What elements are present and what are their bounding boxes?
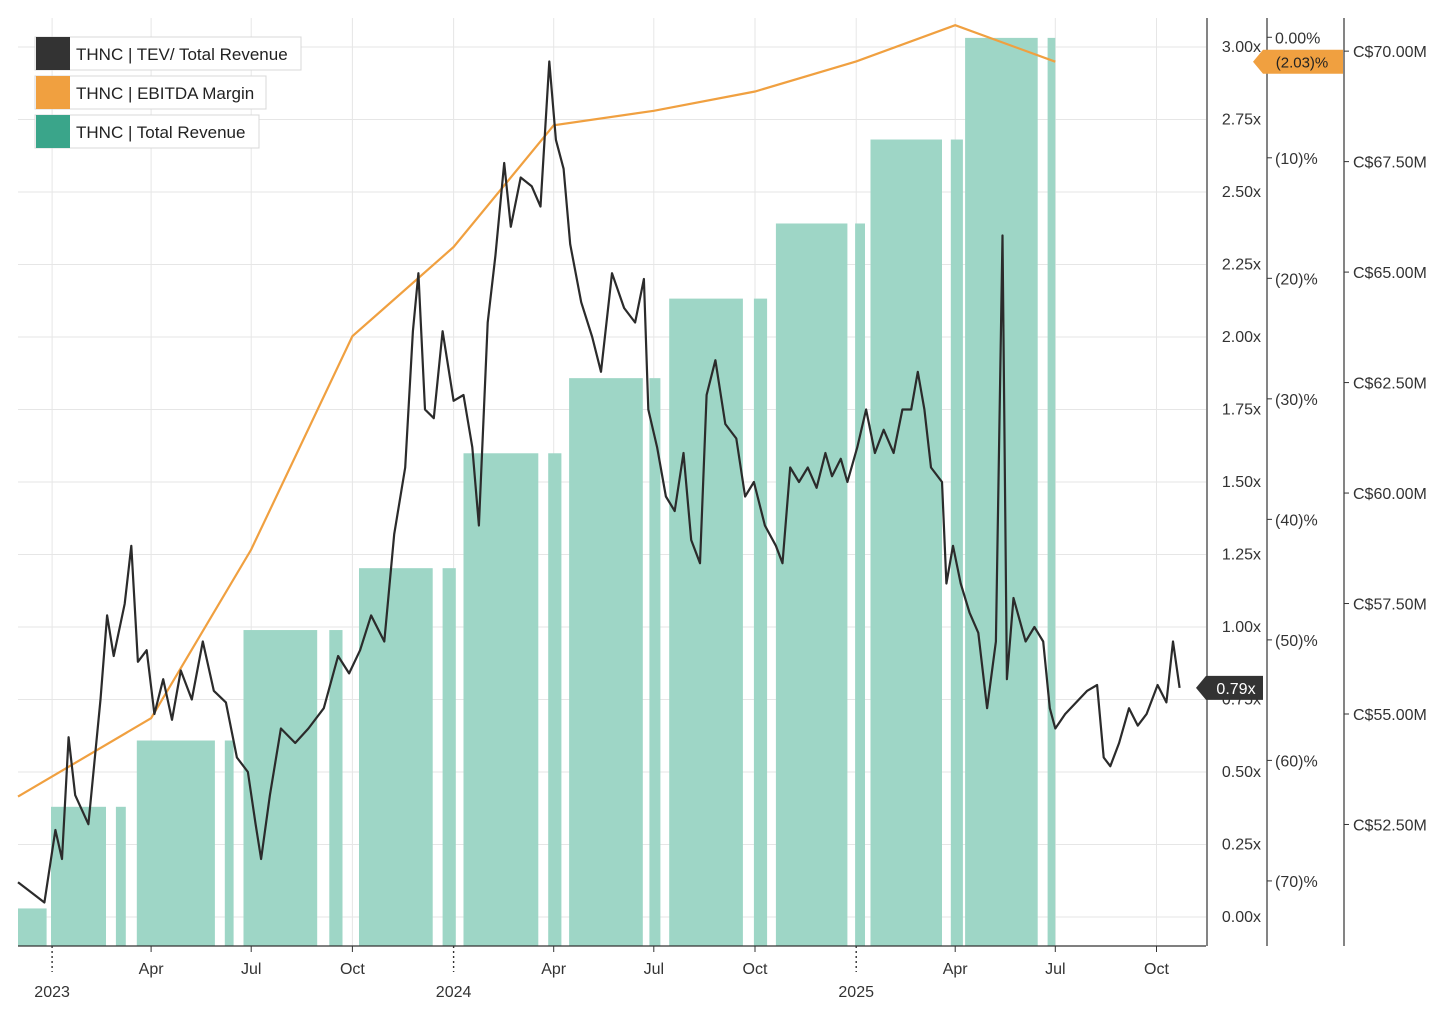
x-tick-label: Oct <box>340 961 365 978</box>
tev-tick-label: 0.50x <box>1222 764 1261 781</box>
x-tick-label: Apr <box>943 961 969 978</box>
legend-label: THNC | EBITDA Margin <box>76 84 254 103</box>
ebitda-last-value: (2.03)% <box>1276 55 1329 72</box>
legend-swatch <box>36 115 70 148</box>
tev-tick-label: 2.50x <box>1222 184 1261 201</box>
x-tick-label: Jul <box>241 961 261 978</box>
tev-tick-label: 1.00x <box>1222 619 1261 636</box>
revenue-tick-label: C$55.00M <box>1353 707 1427 724</box>
x-tick-label: Jul <box>1045 961 1065 978</box>
revenue-tick-label: C$60.00M <box>1353 486 1427 503</box>
revenue-tick-label: C$57.50M <box>1353 597 1427 614</box>
x-tick-label: Oct <box>1144 961 1169 978</box>
revenue-bar <box>463 453 539 946</box>
axes: 0.00x0.25x0.50x0.75x1.00x1.25x1.50x1.75x… <box>1206 18 1427 946</box>
revenue-bar <box>1047 37 1056 946</box>
x-year-label: 2024 <box>436 984 472 1001</box>
legend-item[interactable]: THNC | EBITDA Margin <box>34 75 267 110</box>
legend-item[interactable]: THNC | TEV/ Total Revenue <box>34 36 302 71</box>
tev-tick-label: 2.25x <box>1222 257 1261 274</box>
revenue-bar <box>548 453 562 946</box>
margin-tick-label: (30)% <box>1275 392 1318 409</box>
tev-tick-label: 1.50x <box>1222 474 1261 491</box>
ebitda-last-value-badge <box>1253 49 1343 74</box>
revenue-bar <box>649 378 661 947</box>
revenue-bar <box>136 740 215 946</box>
margin-tick-label: (50)% <box>1275 633 1318 650</box>
revenue-tick-label: C$70.00M <box>1353 44 1427 61</box>
legend: THNC | TEV/ Total Revenue THNC | EBITDA M… <box>34 36 302 149</box>
legend-swatch <box>36 37 70 70</box>
legend-box <box>34 75 267 110</box>
revenue-bar <box>569 378 643 947</box>
revenue-bar <box>753 298 768 947</box>
revenue-tick-label: C$65.00M <box>1353 265 1427 282</box>
x-tick-label: Apr <box>541 961 567 978</box>
margin-tick-label: (10)% <box>1275 151 1318 168</box>
tev-tick-label: 0.25x <box>1222 837 1261 854</box>
revenue-tick-label: C$67.50M <box>1353 155 1427 172</box>
legend-item[interactable]: THNC | Total Revenue <box>34 114 260 149</box>
legend-box <box>34 114 260 149</box>
revenue-bar <box>855 223 865 946</box>
revenue-bar <box>18 908 47 946</box>
revenue-bar <box>51 806 106 946</box>
revenue-bar <box>965 37 1038 946</box>
tev-tick-label: 2.00x <box>1222 329 1261 346</box>
tev-last-value-badge <box>1196 675 1263 700</box>
last-value-badges: 0.79x (2.03)% <box>1196 49 1343 700</box>
x-tick-label: Apr <box>139 961 165 978</box>
tev-tick-label: 0.00x <box>1222 909 1261 926</box>
margin-tick-label: (60)% <box>1275 753 1318 770</box>
revenue-bar <box>115 806 126 946</box>
revenue-bar <box>359 568 433 946</box>
revenue-tick-label: C$52.50M <box>1353 817 1427 834</box>
revenue-bar <box>950 139 963 946</box>
tev-last-value: 0.79x <box>1216 681 1255 698</box>
margin-tick-label: (40)% <box>1275 512 1318 529</box>
x-year-label: 2023 <box>34 984 70 1001</box>
legend-label: THNC | Total Revenue <box>76 123 245 142</box>
revenue-bar <box>442 568 456 946</box>
margin-tick-label: (20)% <box>1275 271 1318 288</box>
tev-tick-label: 3.00x <box>1222 39 1261 56</box>
tev-revenue-line <box>17 60 1181 904</box>
tev-tick-label: 1.75x <box>1222 402 1261 419</box>
margin-tick-label: (70)% <box>1275 874 1318 891</box>
legend-label: THNC | TEV/ Total Revenue <box>76 45 288 64</box>
x-tick-label: Oct <box>743 961 768 978</box>
revenue-bar <box>870 139 942 946</box>
revenue-bar <box>224 740 234 946</box>
revenue-bar <box>243 630 318 946</box>
revenue-bar <box>775 223 848 946</box>
tev-tick-label: 1.25x <box>1222 547 1261 564</box>
margin-tick-label: 0.00% <box>1275 30 1320 47</box>
x-axis: Apr Jul Oct Apr Jul Oct Apr Jul Oct 2023 2024 2025 <box>18 945 1206 1001</box>
x-tick-label: Jul <box>644 961 664 978</box>
revenue-bar <box>329 630 343 946</box>
revenue-tick-label: C$62.50M <box>1353 376 1427 393</box>
tev-tick-label: 2.75x <box>1222 112 1261 129</box>
x-year-label: 2025 <box>838 984 874 1001</box>
legend-box <box>34 36 302 71</box>
legend-swatch <box>36 76 70 109</box>
